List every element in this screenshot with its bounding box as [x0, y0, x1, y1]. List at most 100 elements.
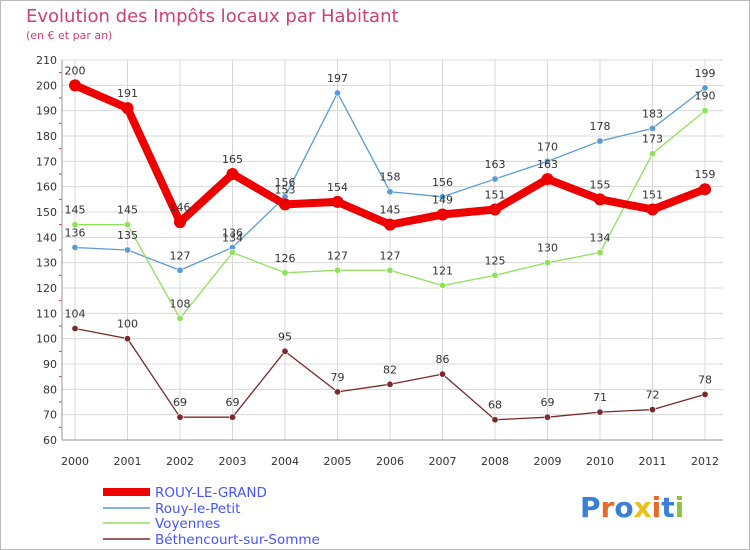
data-label: 68 — [488, 399, 502, 412]
data-point — [226, 168, 239, 180]
data-point — [701, 84, 709, 92]
x-tick-label: 2009 — [534, 455, 562, 468]
data-label: 127 — [380, 249, 401, 262]
data-label: 190 — [695, 90, 716, 103]
data-label: 79 — [331, 371, 345, 384]
y-tick-label: 140 — [36, 231, 57, 244]
data-label: 95 — [278, 330, 292, 343]
data-point — [386, 266, 394, 274]
series — [69, 79, 711, 424]
data-point — [121, 102, 134, 115]
data-point — [71, 221, 79, 229]
data-point — [541, 173, 554, 186]
data-label: 199 — [695, 67, 716, 80]
plot-area — [62, 60, 723, 440]
data-label: 69 — [173, 396, 187, 409]
data-point — [279, 198, 291, 211]
data-label: 197 — [327, 72, 348, 85]
x-tick-label: 2011 — [639, 455, 667, 468]
data-point — [331, 195, 344, 208]
data-label: 159 — [695, 168, 716, 181]
data-point — [491, 271, 499, 279]
legend: ROUY-LE-GRANDRouy-le-PetitVoyennesBéthen… — [103, 485, 320, 548]
data-label: 78 — [698, 373, 712, 386]
y-tick-label: 200 — [36, 79, 57, 92]
data-label: 145 — [65, 204, 86, 217]
data-point — [491, 175, 499, 183]
y-tick-label: 100 — [36, 333, 57, 346]
data-labels: 104 100 69 69 95 79 82 86 68 69 71 72 78 145 145 108 134… — [65, 64, 716, 411]
data-point — [386, 380, 394, 388]
data-label: 153 — [275, 183, 296, 196]
data-label: 69 — [226, 396, 240, 409]
data-point — [543, 157, 551, 165]
x-tick-label: 2002 — [166, 455, 194, 468]
data-label: 82 — [383, 363, 397, 376]
x-tick-label: 2003 — [219, 455, 247, 468]
data-label: 126 — [275, 252, 296, 265]
data-point — [594, 193, 606, 206]
data-point — [489, 203, 501, 216]
data-point — [333, 89, 341, 97]
data-point — [281, 347, 289, 355]
x-tick-label: 2008 — [481, 455, 509, 468]
data-point — [596, 408, 604, 416]
data-label: 155 — [590, 178, 611, 191]
data-label: 86 — [436, 353, 450, 366]
data-point — [124, 221, 132, 229]
data-point — [438, 370, 446, 378]
data-point — [229, 413, 237, 421]
data-point — [438, 193, 446, 201]
data-point — [176, 266, 184, 274]
x-tick-label: 2012 — [691, 455, 719, 468]
x-tick-label: 2007 — [429, 455, 457, 468]
data-point — [436, 208, 449, 221]
data-label: 154 — [327, 181, 348, 194]
data-label: 178 — [590, 120, 611, 133]
data-point — [174, 216, 186, 229]
data-point — [701, 390, 709, 398]
data-label: 108 — [170, 297, 191, 310]
data-label: 125 — [485, 254, 506, 267]
x-tick-label: 2004 — [271, 455, 299, 468]
data-point — [648, 406, 656, 414]
axes: 60 70 80 90 100 110 120 130 140 150 160 170 180 190 20… — [36, 54, 723, 468]
data-point — [701, 107, 709, 115]
data-label: 136 — [222, 226, 243, 239]
data-point — [176, 314, 184, 322]
logo-letter: P — [580, 491, 601, 524]
y-tick-label: 120 — [36, 282, 57, 295]
data-point — [384, 218, 396, 231]
x-tick-label: 2006 — [376, 455, 404, 468]
data-label: 135 — [117, 229, 138, 242]
y-tick-label: 90 — [43, 358, 57, 371]
y-tick-label: 190 — [36, 105, 57, 118]
data-label: 127 — [170, 249, 191, 262]
data-point — [124, 335, 132, 343]
logo-letter: t — [661, 491, 674, 524]
data-label: 165 — [222, 153, 243, 166]
data-point — [281, 269, 289, 277]
data-label: 149 — [432, 194, 453, 207]
data-point — [596, 137, 604, 145]
data-label: 145 — [117, 204, 138, 217]
legend-label: Béthencourt-sur-Somme — [155, 532, 320, 548]
data-label: 200 — [65, 64, 86, 77]
data-label: 134 — [222, 232, 243, 245]
logo-letter: i — [675, 491, 685, 524]
logo-letter: o — [614, 491, 633, 524]
logo-text: Proxiti — [580, 491, 684, 524]
data-point — [491, 416, 499, 424]
logo-letter: i — [652, 491, 662, 524]
data-point — [333, 388, 341, 396]
data-label: 72 — [646, 389, 660, 402]
data-label: 170 — [537, 140, 558, 153]
data-label: 146 — [170, 201, 191, 214]
chart-subtitle: (en € et par an) — [26, 29, 112, 42]
data-label: 156 — [275, 176, 296, 189]
chart-title: Evolution des Impôts locaux par Habitant — [26, 6, 399, 27]
data-point — [646, 203, 659, 216]
data-label: 163 — [537, 158, 558, 171]
